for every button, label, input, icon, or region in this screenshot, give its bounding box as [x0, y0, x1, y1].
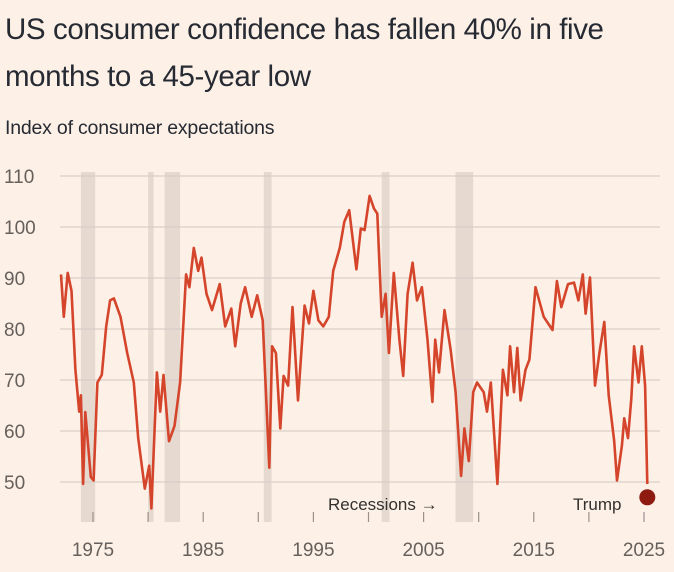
x-tick-label: 2025 [623, 540, 665, 561]
chart-subtitle: Index of consumer expectations [5, 117, 275, 139]
recession-band [263, 172, 272, 522]
x-axis: 1975 1985 1995 2005 2015 2025 [72, 512, 665, 561]
x-tick-label: 1975 [72, 540, 114, 561]
y-tick-label: 100 [4, 218, 36, 239]
y-tick-label: 50 [4, 473, 25, 494]
y-tick-label: 80 [4, 320, 25, 341]
x-tick-label: 2015 [513, 540, 555, 561]
y-tick-label: 90 [4, 269, 25, 290]
recession-band [164, 172, 181, 522]
recession-band [148, 172, 154, 522]
trump-annotation: Trump [573, 495, 622, 514]
gridlines [60, 175, 660, 483]
y-axis-labels: 110 100 90 80 70 60 50 [4, 167, 36, 494]
series-line [59, 194, 649, 510]
recessions-annotation: Recessions → [328, 495, 438, 514]
recession-band [455, 172, 474, 522]
recession-band [381, 172, 390, 522]
y-tick-label: 110 [4, 167, 34, 188]
x-tick-label: 1985 [182, 540, 224, 561]
chart-title: US consumer confidence has fallen 40% in… [5, 13, 604, 93]
y-tick-label: 70 [4, 371, 25, 392]
y-tick-label: 60 [4, 422, 25, 443]
x-tick-label: 2005 [402, 540, 444, 561]
recession-bands [80, 172, 474, 522]
trump-marker [639, 489, 656, 506]
x-tick-label: 1995 [292, 540, 334, 561]
